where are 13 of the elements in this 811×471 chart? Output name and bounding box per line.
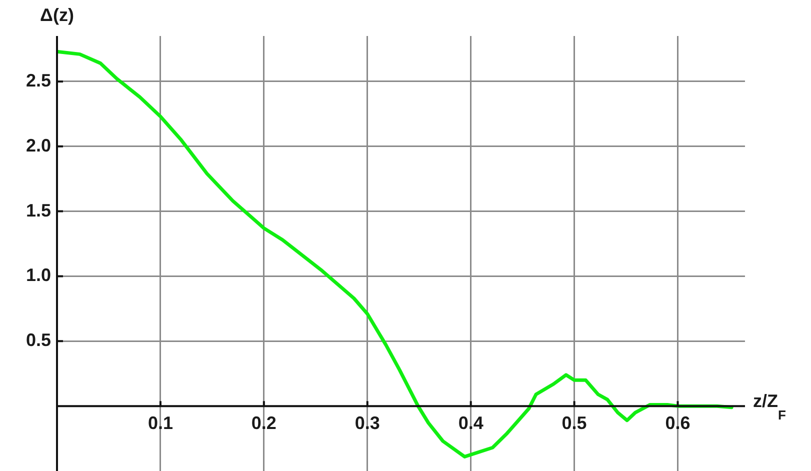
x-tick-label: 0.4: [458, 413, 484, 434]
x-tick-label: 0.3: [354, 413, 380, 434]
x-axis-title: z/ZF: [753, 391, 786, 423]
y-tick-label: 1.5: [26, 200, 51, 220]
y-tick-label: 2.5: [26, 70, 51, 90]
x-tick-label: 0.2: [251, 413, 276, 434]
x-tick-label: 0.6: [665, 413, 690, 434]
x-tick-label: 0.1: [148, 413, 173, 434]
y-tick-label: 2.0: [26, 135, 51, 156]
y-tick-label: 1.0: [26, 265, 51, 286]
y-axis-title: Δ(z): [40, 4, 74, 25]
x-tick-label: 0.5: [562, 413, 587, 434]
y-tick-label: 0.5: [26, 330, 51, 350]
